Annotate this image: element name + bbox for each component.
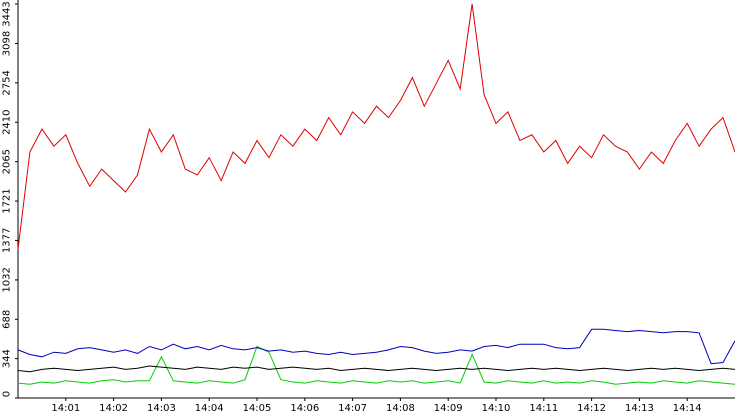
y-tick-label: 2065 [1, 149, 12, 174]
y-tick-label: 3443 [1, 1, 12, 26]
x-tick-label: 14:09 [434, 403, 463, 414]
x-tick-label: 14:11 [529, 403, 558, 414]
series-line [17, 365, 735, 373]
x-tick-label: 14:04 [195, 403, 224, 414]
y-tick-label: 344 [1, 349, 12, 368]
x-tick-label: 14:13 [625, 403, 654, 414]
x-tick-label: 14:12 [577, 403, 606, 414]
x-tick-label: 14:01 [51, 403, 80, 414]
y-tick-label: 688 [1, 310, 12, 329]
y-tick-label: 0 [1, 391, 12, 397]
x-tick-label: 14:14 [673, 403, 702, 414]
y-tick-label: 1032 [1, 267, 12, 292]
y-tick-label: 1377 [1, 228, 12, 253]
x-tick-label: 14:10 [482, 403, 511, 414]
y-tick-label: 2754 [1, 70, 12, 95]
series-line [17, 345, 735, 385]
y-tick-label: 3098 [1, 31, 12, 56]
x-tick-label: 14:07 [338, 403, 367, 414]
x-tick-label: 14:03 [147, 403, 176, 414]
x-tick-label: 14:02 [99, 403, 128, 414]
x-tick-label: 14:08 [386, 403, 415, 414]
x-tick-label: 14:05 [243, 403, 272, 414]
y-tick-label: 1721 [1, 188, 12, 213]
series-line [17, 328, 735, 365]
series-line [17, 3, 735, 250]
y-tick-label: 2410 [1, 109, 12, 134]
x-tick-label: 14:06 [290, 403, 319, 414]
